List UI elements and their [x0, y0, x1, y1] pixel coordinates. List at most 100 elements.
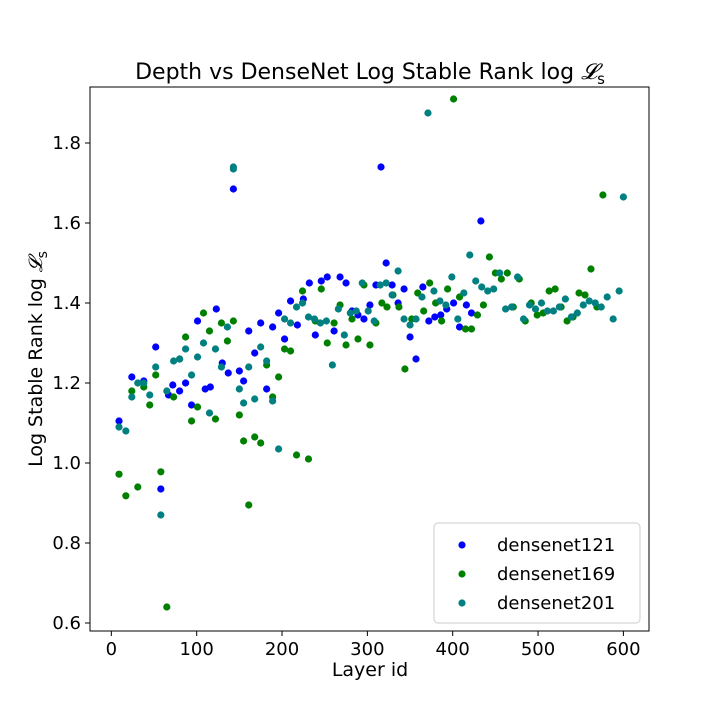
- densenet169-point: [354, 335, 362, 343]
- densenet201-point: [448, 273, 456, 281]
- legend-marker-densenet121: [458, 541, 466, 549]
- densenet121-point: [477, 217, 485, 225]
- densenet169-point: [503, 269, 511, 277]
- densenet169-point: [479, 301, 488, 309]
- densenet121-point: [377, 163, 385, 171]
- y-tick-label: 1.4: [52, 293, 81, 314]
- y-axis-label-main: Log Stable Rank log: [25, 272, 47, 467]
- densenet201-point: [211, 345, 220, 353]
- densenet121-point: [280, 335, 289, 343]
- densenet121-point: [169, 381, 177, 389]
- densenet169-point: [146, 401, 154, 409]
- densenet169-point: [240, 437, 248, 445]
- densenet121-point: [336, 273, 344, 281]
- x-tick-label: 300: [350, 639, 384, 660]
- densenet201-point: [478, 283, 486, 291]
- densenet201-point: [193, 353, 202, 361]
- densenet169-point: [485, 253, 494, 261]
- densenet169-point: [257, 439, 265, 447]
- densenet201-point: [496, 269, 504, 277]
- densenet201-point: [490, 285, 498, 293]
- densenet201-point: [472, 277, 480, 285]
- densenet169-point: [551, 285, 559, 293]
- densenet201-point: [163, 387, 171, 395]
- densenet201-point: [328, 361, 336, 369]
- densenet201-point: [269, 397, 277, 405]
- y-tick-label: 1.0: [52, 453, 81, 474]
- densenet201-point: [507, 303, 516, 311]
- densenet169-point: [134, 483, 142, 491]
- x-axis-label: Layer id: [332, 659, 408, 681]
- densenet201-point: [555, 303, 563, 311]
- densenet201-point: [128, 393, 136, 401]
- densenet201-point: [466, 251, 474, 259]
- densenet201-point: [157, 511, 165, 519]
- y-axis-ticks: 0.6 0.8 1.0 1.2 1.4 1.6 1.8: [52, 133, 90, 634]
- densenet169-point: [545, 287, 553, 295]
- densenet201-point: [591, 299, 599, 307]
- densenet169-point: [449, 95, 458, 103]
- densenet121-point: [455, 323, 464, 331]
- densenet201-point: [561, 295, 569, 303]
- densenet169-point: [497, 275, 505, 283]
- densenet121-point: [269, 323, 277, 331]
- densenet201-point: [400, 315, 408, 323]
- densenet169-point: [251, 433, 259, 441]
- densenet121-point: [251, 349, 259, 357]
- densenet201-point: [364, 307, 372, 315]
- densenet169-point: [235, 411, 243, 419]
- densenet201-point: [543, 307, 552, 315]
- densenet169-point: [401, 365, 409, 373]
- densenet121-point: [437, 311, 445, 319]
- densenet121-point: [206, 383, 214, 391]
- densenet121-point: [181, 379, 190, 387]
- y-tick-label: 1.6: [52, 213, 81, 234]
- chart-title: Depth vs DenseNet Log Stable Rank log 𝓛s: [135, 60, 605, 88]
- densenet121-point: [425, 317, 433, 325]
- densenet121-point: [382, 259, 390, 267]
- densenet201-point: [346, 309, 354, 317]
- densenet201-point: [424, 109, 432, 117]
- densenet201-point: [619, 193, 627, 201]
- densenet201-point: [199, 339, 208, 347]
- densenet201-point: [286, 319, 295, 327]
- densenet201-point: [388, 291, 396, 299]
- legend-frame: [433, 522, 641, 624]
- chart-title-subscript: s: [597, 70, 605, 88]
- densenet169-point: [298, 287, 307, 295]
- x-tick-label: 200: [265, 639, 299, 660]
- densenet201-point: [430, 287, 438, 295]
- densenet169-point: [115, 470, 123, 478]
- densenet169-point: [581, 291, 589, 299]
- densenet201-point: [615, 287, 623, 295]
- densenet201-point: [352, 307, 360, 315]
- densenet169-point: [426, 279, 434, 287]
- densenet121-point: [462, 301, 470, 309]
- y-tick-label: 0.6: [52, 613, 81, 634]
- densenet169-point: [193, 403, 202, 411]
- legend-label-densenet121: densenet121: [497, 535, 615, 556]
- x-tick-label: 0: [106, 639, 117, 660]
- densenet201-point: [122, 427, 130, 435]
- densenet201-point: [460, 289, 468, 297]
- densenet201-point: [370, 317, 378, 325]
- densenet169-point: [157, 468, 165, 476]
- densenet169-point: [383, 303, 391, 311]
- densenet121-point: [263, 385, 271, 393]
- densenet121-point: [342, 279, 350, 287]
- densenet169-point: [128, 387, 136, 395]
- densenet201-point: [585, 297, 593, 305]
- densenet201-point: [358, 279, 366, 287]
- densenet201-point: [223, 323, 232, 331]
- densenet201-point: [152, 363, 160, 371]
- chart-title-main: Depth vs DenseNet Log Stable Rank log: [135, 60, 581, 85]
- y-tick-label: 1.2: [52, 373, 81, 394]
- densenet201-point: [454, 315, 462, 323]
- densenet121-point: [224, 369, 232, 377]
- densenet201-point: [573, 309, 581, 317]
- densenet201-point: [376, 281, 384, 289]
- densenet121-point: [449, 299, 458, 307]
- densenet169-point: [217, 319, 226, 327]
- densenet169-point: [533, 311, 541, 319]
- densenet201-point: [235, 385, 243, 393]
